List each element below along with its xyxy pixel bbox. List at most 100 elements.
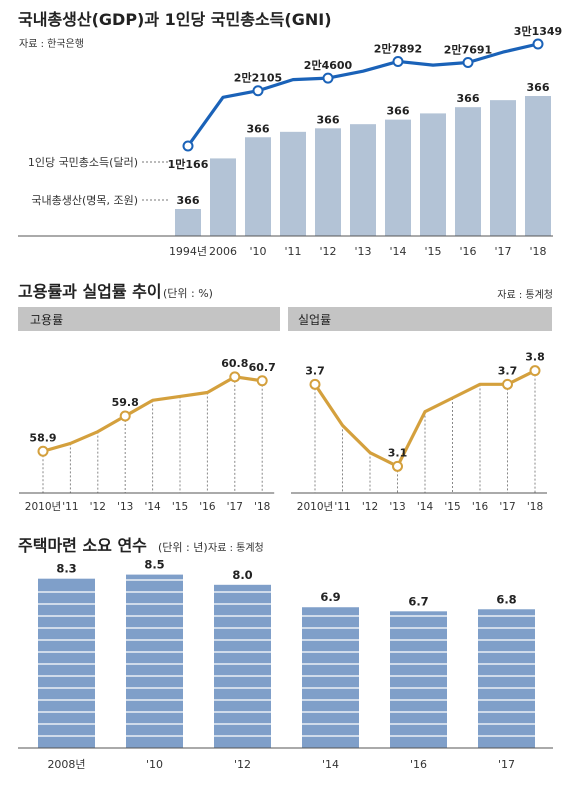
housing-bar bbox=[478, 609, 535, 748]
housing-bar-value-label: 6.7 bbox=[408, 594, 428, 608]
employment-x-tick-label: '15 bbox=[172, 501, 188, 513]
gni-point-marker bbox=[322, 72, 334, 84]
housing-x-tick-label: '10 bbox=[146, 758, 163, 771]
gdp-bar-value-label: 366 bbox=[177, 194, 200, 207]
gdp-chart-source: 자료 : 한국은행 bbox=[19, 38, 84, 50]
housing-chart-source: 자료 : 통계청 bbox=[208, 542, 264, 554]
gdp-bar bbox=[525, 96, 551, 236]
unemployment-x-tick-label: '13 bbox=[389, 501, 405, 513]
unemployment-point-marker bbox=[392, 460, 403, 472]
gdp-x-tick-label: 1994년 bbox=[169, 245, 207, 258]
gdp-bar bbox=[385, 119, 411, 236]
employment-value-label: 59.8 bbox=[112, 396, 139, 409]
unemployment-x-tick-label: '18 bbox=[527, 501, 543, 513]
unemployment-x-tick-label: 2010년 bbox=[297, 501, 333, 513]
unemployment-value-label: 3.1 bbox=[388, 446, 408, 459]
housing-x-tick-label: '12 bbox=[234, 758, 251, 771]
gni-point-marker bbox=[462, 56, 474, 68]
gdp-bar bbox=[350, 124, 376, 236]
unemployment-x-tick-label: '14 bbox=[417, 501, 434, 513]
gdp-bar bbox=[455, 107, 481, 236]
unemployment-panel-header bbox=[288, 307, 552, 331]
gdp-x-tick-label: '11 bbox=[284, 245, 301, 258]
gdp-x-tick-label: '12 bbox=[319, 245, 336, 258]
housing-bar bbox=[126, 574, 183, 748]
housing-x-tick-label: '14 bbox=[322, 758, 339, 771]
gni-value-label: 1만166 bbox=[168, 157, 209, 171]
employment-chart-source: 자료 : 통계청 bbox=[497, 289, 553, 301]
gdp-x-tick-label: 2006 bbox=[209, 245, 237, 258]
employment-rate-chart: 2010년 '11 '12 '13 '14 '15 '16 '17 '18 58.9 59.8 60.… bbox=[19, 357, 276, 513]
gdp-bar-value-label: 366 bbox=[317, 113, 340, 126]
employment-x-tick-label: '14 bbox=[144, 501, 161, 513]
gdp-bar bbox=[280, 131, 306, 236]
unemployment-x-tick-label: '12 bbox=[362, 501, 378, 513]
housing-x-tick-label: 2008년 bbox=[47, 758, 85, 771]
unemployment-rate-chart: 2010년 '11 '12 '13 '14 '15 '16 '17 '18 3.7 3.1 3.7 3.… bbox=[291, 351, 547, 513]
employment-value-label: 58.9 bbox=[29, 431, 56, 444]
gdp-bar-value-label: 366 bbox=[387, 105, 410, 118]
employment-panel-header bbox=[18, 307, 280, 331]
employment-point-marker bbox=[256, 375, 268, 387]
gdp-bar bbox=[175, 209, 201, 236]
gdp-x-tick-label: '17 bbox=[494, 245, 511, 258]
gdp-chart-title: 국내총생산(GDP)과 1인당 국민총소득(GNI) bbox=[18, 10, 332, 29]
employment-x-tick-label: '18 bbox=[254, 501, 270, 513]
unemployment-x-tick-label: '17 bbox=[499, 501, 515, 513]
housing-years-chart: 8.3 2008년 8.5 '10 8.0 '12 6.9 '14 6.7 '16 6.8 '17 bbox=[18, 558, 553, 771]
gni-legend-label: 1인당 국민총소득(달러) bbox=[28, 156, 138, 169]
unemployment-x-tick-label: '15 bbox=[444, 501, 460, 513]
housing-bar bbox=[38, 578, 95, 748]
employment-panel-title: 고용률 bbox=[30, 313, 63, 327]
gni-value-label: 2만7892 bbox=[374, 41, 422, 55]
housing-bar-value-label: 8.5 bbox=[144, 558, 164, 572]
gdp-bar bbox=[210, 158, 236, 236]
gdp-x-tick-label: '16 bbox=[459, 245, 476, 258]
gni-point-marker bbox=[392, 55, 404, 67]
gni-point-marker bbox=[532, 38, 544, 50]
gdp-bar-value-label: 366 bbox=[247, 122, 270, 135]
employment-x-tick-label: '12 bbox=[90, 501, 106, 513]
housing-bar bbox=[214, 584, 271, 748]
gdp-bar-value-label: 366 bbox=[527, 81, 550, 94]
gni-point-marker bbox=[252, 85, 264, 97]
gdp-x-tick-label: '18 bbox=[529, 245, 546, 258]
employment-x-tick-label: '17 bbox=[227, 501, 243, 513]
unemployment-x-tick-label: '16 bbox=[472, 501, 489, 513]
employment-chart-unit: (단위 : %) bbox=[163, 287, 213, 300]
unemployment-panel-title: 실업률 bbox=[298, 313, 331, 327]
gdp-x-tick-label: '15 bbox=[424, 245, 441, 258]
unemployment-value-label: 3.8 bbox=[525, 351, 545, 364]
unemployment-value-label: 3.7 bbox=[498, 364, 518, 377]
gdp-bar bbox=[420, 113, 446, 236]
employment-point-marker bbox=[119, 410, 131, 422]
gdp-legend-label: 국내총생산(명목, 조원) bbox=[31, 194, 138, 207]
gdp-x-tick-label: '10 bbox=[249, 245, 266, 258]
housing-bar-value-label: 8.3 bbox=[56, 562, 76, 576]
unemployment-point-marker bbox=[529, 365, 541, 377]
employment-chart-title: 고용률과 실업률 추이 bbox=[18, 282, 162, 301]
employment-point-marker bbox=[37, 445, 49, 457]
housing-bar bbox=[390, 611, 447, 748]
gni-point-marker bbox=[182, 140, 194, 152]
employment-value-label: 60.8 bbox=[221, 357, 248, 370]
gdp-bar bbox=[490, 100, 516, 236]
employment-x-tick-label: '11 bbox=[62, 501, 78, 513]
gni-value-label: 3만1349 bbox=[514, 24, 562, 38]
employment-point-marker bbox=[229, 371, 241, 383]
unemployment-value-label: 3.7 bbox=[305, 364, 325, 377]
gni-value-label: 2만7691 bbox=[444, 42, 492, 56]
gni-line bbox=[186, 42, 539, 147]
gdp-bar-value-label: 366 bbox=[457, 92, 480, 105]
employment-value-label: 60.7 bbox=[249, 361, 276, 374]
employment-x-tick-label: '13 bbox=[117, 501, 133, 513]
unemployment-line bbox=[313, 369, 536, 468]
employment-line bbox=[42, 375, 263, 453]
gdp-bar bbox=[245, 137, 271, 236]
housing-x-tick-label: '17 bbox=[498, 758, 515, 771]
housing-bar-value-label: 8.0 bbox=[232, 568, 252, 582]
housing-bar-value-label: 6.9 bbox=[320, 590, 340, 604]
housing-x-tick-label: '16 bbox=[410, 758, 427, 771]
gdp-bar bbox=[315, 128, 341, 236]
